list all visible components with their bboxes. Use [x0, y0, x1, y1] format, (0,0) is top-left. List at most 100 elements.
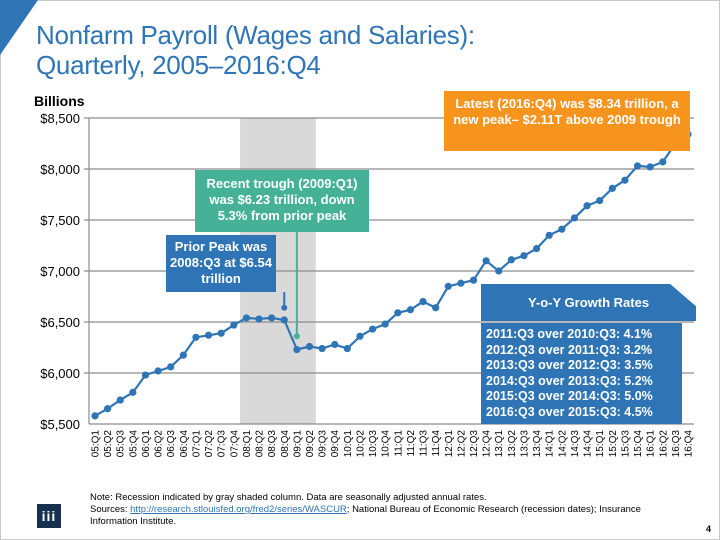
data-point [659, 158, 667, 166]
data-point [495, 267, 503, 275]
x-tick-label: 08:Q4 [280, 430, 291, 458]
data-point [532, 244, 541, 253]
trough-marker [293, 333, 300, 340]
y-tick-label: $8,000 [40, 162, 80, 177]
x-tick-label: 11:Q3 [419, 430, 430, 457]
x-tick-label: 15:Q2 [608, 430, 619, 458]
x-tick-label: 14:Q2 [557, 430, 568, 458]
x-tick-label: 16:Q3 [671, 430, 682, 458]
y-tick-label: $6,500 [40, 315, 80, 330]
data-point [558, 225, 566, 233]
latest-callout: Latest (2016:Q4) was $8.34 trillion, a n… [444, 91, 690, 151]
data-point [331, 340, 339, 349]
data-point [167, 363, 175, 371]
title-line-1: Nonfarm Payroll (Wages and Salaries): [36, 20, 475, 50]
x-tick-label: 06:Q4 [179, 430, 190, 458]
title-line-2: Quarterly, 2005–2016:Q4 [36, 50, 321, 80]
data-point [104, 405, 112, 413]
yoy-row: 2013:Q3 over 2012:Q3: 3.5% [486, 358, 653, 372]
data-point [204, 331, 213, 339]
yoy-row: 2012:Q3 over 2011:Q3: 3.2% [486, 342, 653, 357]
x-tick-label: 07:Q1 [191, 430, 202, 458]
x-tick-label: 11:Q2 [406, 430, 417, 457]
x-tick-label: 09:Q2 [305, 430, 316, 458]
yoy-growth-box: Y-o-Y Growth Rates 2011:Q3 over 2010:Q3:… [481, 284, 696, 424]
data-point [596, 197, 604, 205]
x-tick-label: 09:Q1 [292, 430, 303, 458]
x-tick-label: 11:Q1 [393, 430, 404, 457]
x-tick-label: 13:Q2 [507, 430, 518, 458]
x-tick-label: 12:Q3 [469, 430, 480, 458]
data-point [242, 314, 251, 322]
x-tick-label: 12:Q2 [456, 430, 467, 458]
data-point [217, 329, 225, 337]
x-tick-label: 13:Q4 [532, 430, 543, 458]
x-tick-label: 10:Q4 [381, 430, 392, 458]
data-point [268, 314, 276, 322]
x-tick-label: 16:Q2 [658, 430, 669, 458]
x-tick-label: 07:Q2 [204, 430, 215, 458]
data-point [444, 282, 452, 290]
data-point [482, 257, 490, 265]
x-tick-label: 07:Q4 [229, 430, 240, 458]
x-tick-label: 09:Q4 [330, 430, 341, 458]
data-point [356, 332, 364, 340]
data-point [91, 412, 99, 420]
x-tick-label: 14:Q3 [570, 430, 581, 458]
x-tick-label: 08:Q1 [242, 430, 253, 458]
prior-peak-callout: Prior Peak was 2008:Q3 at $6.54 trillion [166, 235, 276, 292]
x-tick-label: 05:Q2 [103, 430, 114, 458]
x-tick-label: 15:Q4 [633, 430, 644, 458]
data-point [179, 351, 187, 359]
data-point [381, 320, 389, 328]
x-tick-label: 15:Q3 [620, 430, 631, 458]
data-point [406, 306, 415, 314]
x-tick-label: 10:Q3 [368, 430, 379, 458]
data-point [255, 315, 263, 323]
y-axis-title: Billions [34, 93, 85, 109]
data-point [545, 231, 553, 239]
x-tick-label: 14:Q4 [583, 430, 594, 458]
x-tick-label: 08:Q2 [255, 430, 266, 458]
x-tick-label: 10:Q1 [343, 430, 354, 458]
sources-text: Sources: http://research.stlouisfed.org/… [90, 504, 670, 528]
x-tick-label: 13:Q3 [519, 430, 530, 458]
x-tick-label: 05:Q1 [91, 430, 102, 458]
footnote: Note: Recession indicated by gray shaded… [90, 492, 670, 528]
yoy-rows: 2011:Q3 over 2010:Q3: 4.1% 2012:Q3 over … [481, 323, 682, 424]
x-tick-label: 06:Q3 [166, 430, 177, 458]
data-point [608, 184, 616, 192]
data-point [621, 176, 629, 184]
x-tick-label: 16:Q1 [646, 430, 657, 458]
data-point [192, 333, 200, 341]
iii-logo: iii [37, 504, 61, 528]
trough-callout: Recent trough (2009:Q1) was $6.23 trilli… [195, 170, 369, 232]
data-point [633, 162, 642, 170]
prior-peak-marker [281, 304, 288, 311]
x-tick-label: 15:Q1 [595, 430, 606, 458]
data-point [583, 202, 591, 210]
x-tick-label: 10:Q2 [355, 430, 366, 458]
y-tick-label: $5,500 [40, 417, 80, 432]
x-tick-label: 12:Q1 [444, 430, 455, 458]
sources-suffix: ; National Bureau of Economic Research (… [90, 504, 641, 527]
x-tick-label: 09:Q3 [318, 430, 329, 458]
data-point [394, 309, 402, 317]
x-tick-label: 05:Q4 [128, 430, 139, 458]
x-tick-label: 07:Q3 [217, 430, 228, 458]
data-point [343, 344, 351, 353]
data-point [230, 321, 238, 329]
data-point [646, 163, 654, 171]
x-tick-label: 13:Q1 [494, 430, 505, 458]
slide-title: Nonfarm Payroll (Wages and Salaries): Qu… [36, 20, 475, 80]
yoy-row: 2014:Q3 over 2013:Q3: 5.2% [486, 373, 653, 388]
x-tick-label: 16:Q4 [684, 430, 695, 458]
page-number: 4 [706, 524, 712, 534]
x-tick-label: 11:Q4 [431, 430, 442, 457]
data-point [520, 252, 528, 260]
sources-link[interactable]: http://research.stlouisfed.org/fred2/ser… [130, 504, 347, 515]
yoy-row: 2011:Q3 over 2010:Q3: 4.1% [486, 327, 653, 341]
data-point [116, 396, 124, 404]
data-point [280, 316, 288, 324]
data-point [457, 279, 465, 287]
